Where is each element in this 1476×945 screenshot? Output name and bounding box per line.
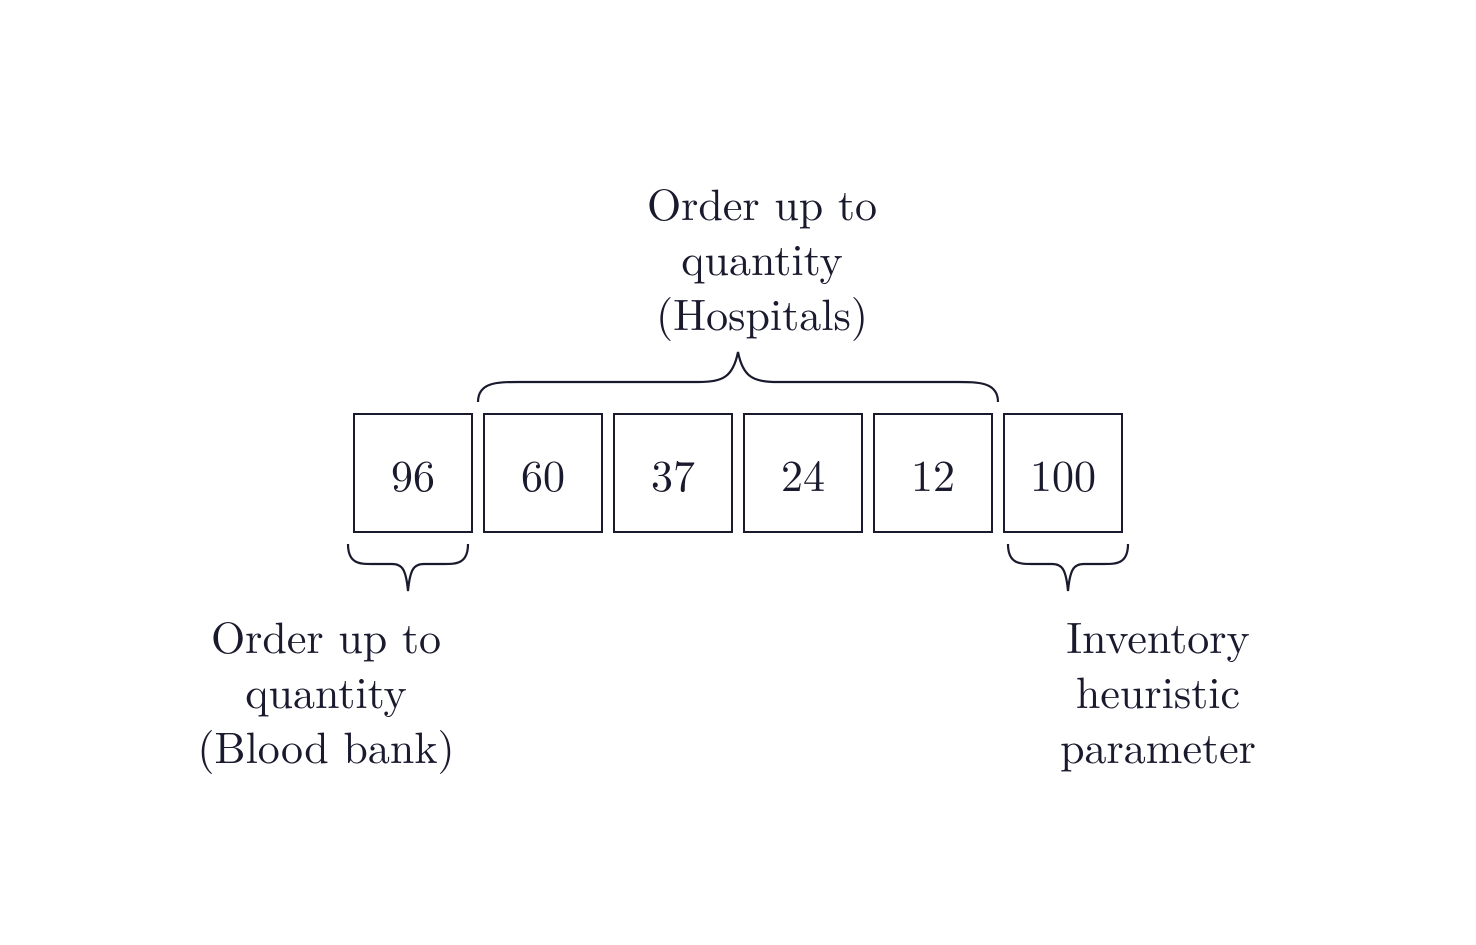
cell-2-value: 37: [651, 441, 695, 504]
top-label: Order up to quantity (Hospitals): [212, 174, 1312, 339]
bottom-braces-wrap: [188, 539, 1288, 599]
cell-0-value: 96: [391, 441, 435, 504]
cell-1-value: 60: [521, 441, 565, 504]
bottom-left-brace-icon: [348, 539, 468, 599]
cell-4-value: 12: [911, 441, 955, 504]
top-brace-icon: [478, 347, 998, 407]
top-label-line2: quantity: [212, 229, 1312, 284]
cell-5: 100: [1003, 413, 1123, 533]
cell-5-value: 100: [1030, 441, 1096, 504]
bottom-left-label-line1: Order up to: [166, 607, 486, 662]
bottom-left-label-line3: (Blood bank): [166, 717, 486, 772]
bottom-left-label-line2: quantity: [166, 662, 486, 717]
top-brace-wrap: [188, 347, 1288, 407]
cell-1: 60: [483, 413, 603, 533]
cell-4: 12: [873, 413, 993, 533]
bottom-right-label-line3: parameter: [1008, 717, 1308, 772]
cell-0: 96: [353, 413, 473, 533]
bottom-right-brace-icon: [1008, 539, 1128, 599]
cell-2: 37: [613, 413, 733, 533]
bottom-labels: Order up to quantity (Blood bank) Invent…: [188, 607, 1288, 772]
cells-row: 96 60 37 24 12 100: [188, 413, 1288, 533]
cell-3: 24: [743, 413, 863, 533]
bottom-right-label-line2: heuristic: [1008, 662, 1308, 717]
cell-3-value: 24: [781, 441, 825, 504]
bottom-right-label-line1: Inventory: [1008, 607, 1308, 662]
top-label-line3: (Hospitals): [212, 284, 1312, 339]
bottom-right-label: Inventory heuristic parameter: [1008, 607, 1308, 772]
diagram-container: Order up to quantity (Hospitals) 96 60 3…: [188, 174, 1288, 772]
top-label-line1: Order up to: [212, 174, 1312, 229]
bottom-left-label: Order up to quantity (Blood bank): [166, 607, 486, 772]
